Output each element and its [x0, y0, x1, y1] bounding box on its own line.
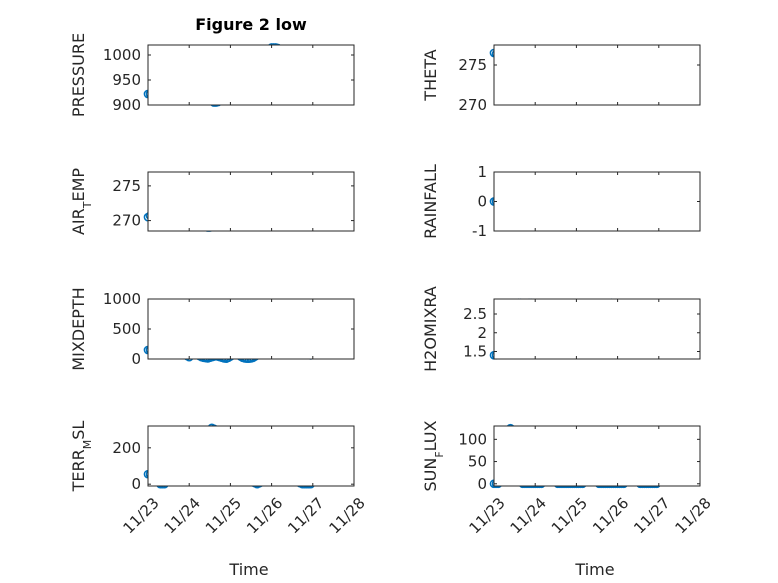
y-tick-label: 275 [458, 56, 487, 74]
subplot-theta: 270 275 THETA [421, 44, 701, 114]
y-tick-label: 1.5 [463, 343, 487, 361]
y-axis-label: THETA [421, 49, 440, 101]
subplot-air-temp: 270 275 AIRTEMP [69, 168, 355, 235]
y-axis-label: H2OMIXRA [421, 286, 440, 372]
y-axis-label: MIXDEPTH [69, 287, 88, 370]
y-tick-label: 900 [112, 96, 141, 114]
y-tick-label: 0 [477, 193, 487, 211]
y-tick-label: 100 [458, 430, 487, 448]
axes-box [147, 44, 355, 106]
y-axis-label: AIRTEMP [69, 168, 94, 235]
y-tick-label: 0 [131, 350, 141, 368]
x-axis-label: Time [228, 560, 268, 579]
axes-box [493, 425, 701, 487]
subplot-rainfall: -1 0 1 RAINFALL [421, 163, 701, 240]
axes-box [493, 44, 701, 106]
y-axis-label: RAINFALL [421, 164, 440, 239]
subplot-mixdepth: 0 500 1000 MIXDEPTH [69, 287, 355, 371]
axes-box [493, 171, 701, 232]
y-axis-label: TERRMSL [69, 421, 94, 493]
y-tick-label: 270 [458, 96, 487, 114]
y-tick-label: 2 [477, 324, 487, 342]
y-tick-label: 2.5 [463, 305, 487, 323]
y-tick-label: 0 [131, 475, 141, 493]
y-tick-label: 275 [112, 177, 141, 195]
axes-box [147, 171, 355, 232]
figure-title: Figure 2 low [195, 15, 307, 34]
y-axis-label: PRESSURE [69, 33, 88, 117]
y-tick-label: 270 [112, 212, 141, 230]
y-tick-label: 500 [112, 320, 141, 338]
y-tick-label: 1000 [103, 290, 141, 308]
y-tick-label: 950 [112, 71, 141, 89]
axes-box [147, 298, 355, 360]
x-axis-label: Time [574, 560, 614, 579]
y-tick-label: 0 [477, 475, 487, 493]
y-tick-label: 200 [112, 439, 141, 457]
y-tick-label: 50 [468, 453, 487, 471]
y-tick-label: -1 [472, 222, 487, 240]
axes-box [493, 298, 701, 360]
axes-box [147, 425, 355, 487]
y-tick-label: 1000 [103, 46, 141, 64]
y-axis-label: SUNFLUX [421, 420, 446, 491]
subplot-h2omixra: 1.522.5 H2OMIXRA [421, 286, 701, 372]
subplot-pressure: 900 950 1000 PRESSURE [69, 33, 355, 117]
y-tick-label: 1 [477, 163, 487, 181]
